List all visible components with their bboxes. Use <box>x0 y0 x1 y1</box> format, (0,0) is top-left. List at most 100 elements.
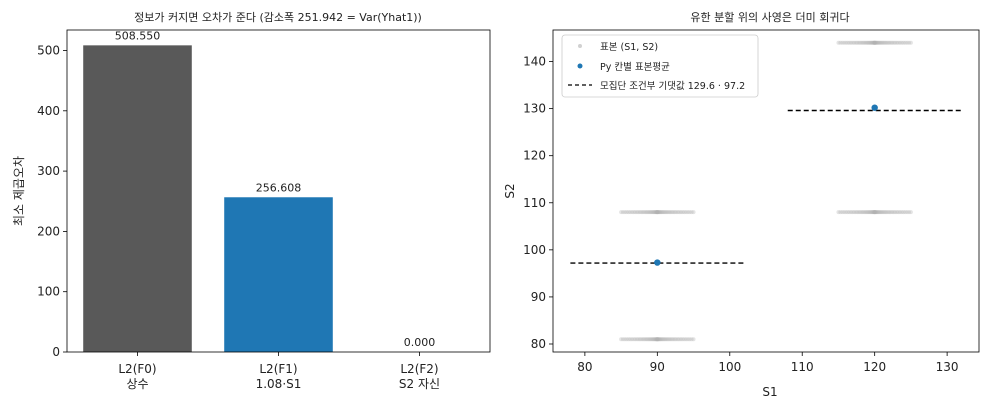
sample-point <box>637 210 642 215</box>
sample-point <box>651 337 656 342</box>
bar-x-tick-sublabel: 1.08·S1 <box>256 377 302 391</box>
sample-point <box>842 40 847 45</box>
scatter-chart-y-axis-label: S2 <box>503 183 517 198</box>
sample-point <box>633 337 638 342</box>
sample-point <box>901 210 906 215</box>
sample-point <box>626 337 631 342</box>
sample-point <box>879 210 884 215</box>
sample-point <box>662 337 667 342</box>
sample-point <box>666 210 671 215</box>
sample-point <box>845 40 850 45</box>
sample-point <box>622 210 627 215</box>
sample-point <box>658 337 663 342</box>
sample-point <box>658 210 663 215</box>
bar-x-tick-label: L2(F1) <box>259 362 297 376</box>
sample-point <box>838 40 843 45</box>
sample-point <box>666 337 671 342</box>
sample-point <box>655 337 660 342</box>
sample-point <box>687 210 692 215</box>
sample-point <box>872 40 877 45</box>
legend-sample-label: 표본 (S1, S2) <box>600 42 658 53</box>
sample-point <box>646 210 651 215</box>
scatter-x-tick-label: 130 <box>936 360 959 374</box>
sample-point <box>894 40 899 45</box>
sample-point <box>906 210 911 215</box>
sample-point <box>874 210 879 215</box>
sample-point <box>634 210 639 215</box>
bar-y-tick-label: 200 <box>37 224 60 238</box>
sample-point <box>650 337 655 342</box>
sample-point <box>642 337 647 342</box>
sample-point <box>685 210 690 215</box>
sample-point <box>868 40 873 45</box>
sample-point <box>624 210 629 215</box>
sample-point <box>871 210 876 215</box>
sample-point <box>878 210 883 215</box>
sample-point <box>898 210 903 215</box>
sample-point <box>651 210 656 215</box>
sample-point <box>619 210 624 215</box>
sample-point <box>896 40 901 45</box>
sample-point <box>684 210 689 215</box>
sample-point <box>877 210 882 215</box>
sample-point <box>679 337 684 342</box>
sample-point <box>648 210 653 215</box>
sample-point <box>877 40 882 45</box>
bar-chart-frame <box>66 29 491 353</box>
sample-point <box>888 40 893 45</box>
sample-point <box>860 40 865 45</box>
sample-point <box>634 337 639 342</box>
sample-point <box>640 210 645 215</box>
sample-point <box>870 40 875 45</box>
sample-point <box>685 337 690 342</box>
sample-point <box>654 210 659 215</box>
sample-point <box>869 210 874 215</box>
sample-point <box>847 210 852 215</box>
sample-point <box>682 210 687 215</box>
sample-point <box>848 40 853 45</box>
sample-point <box>871 40 876 45</box>
bar-value-label: 256.608 <box>256 181 302 194</box>
sample-point <box>845 210 850 215</box>
sample-point <box>876 210 881 215</box>
sample-point <box>677 210 682 215</box>
sample-point <box>877 40 882 45</box>
sample-point <box>655 210 660 215</box>
sample-point <box>872 210 877 215</box>
sample-point <box>645 337 650 342</box>
scatter-y-tick-label: 80 <box>531 337 546 351</box>
sample-point <box>674 337 679 342</box>
sample-point <box>866 210 871 215</box>
scatter-x-tick-label: 120 <box>863 360 886 374</box>
sample-point <box>894 210 899 215</box>
sample-point <box>872 210 877 215</box>
scatter-x-tick-label: 100 <box>718 360 741 374</box>
sample-point <box>668 210 673 215</box>
sample-point <box>650 337 655 342</box>
sample-point <box>650 210 655 215</box>
bar-y-tick-label: 300 <box>37 164 60 178</box>
sample-point <box>867 40 872 45</box>
sample-point <box>680 337 685 342</box>
scatter-x-tick-label: 80 <box>577 360 592 374</box>
sample-point <box>874 40 879 45</box>
sample-point <box>631 337 636 342</box>
sample-point <box>908 40 913 45</box>
sample-point <box>874 210 879 215</box>
sample-point <box>906 40 911 45</box>
sample-point <box>890 40 895 45</box>
sample-point <box>664 337 669 342</box>
sample-point <box>859 40 864 45</box>
sample-point <box>893 40 898 45</box>
sample-point <box>621 210 626 215</box>
sample-point <box>622 337 627 342</box>
sample-point <box>655 337 660 342</box>
sample-point <box>639 337 644 342</box>
sample-point <box>646 337 651 342</box>
sample-point <box>658 337 663 342</box>
sample-point <box>626 210 631 215</box>
cell-mean-point-1 <box>654 259 661 266</box>
sample-point <box>667 337 672 342</box>
sample-point <box>869 210 874 215</box>
sample-point <box>687 337 692 342</box>
